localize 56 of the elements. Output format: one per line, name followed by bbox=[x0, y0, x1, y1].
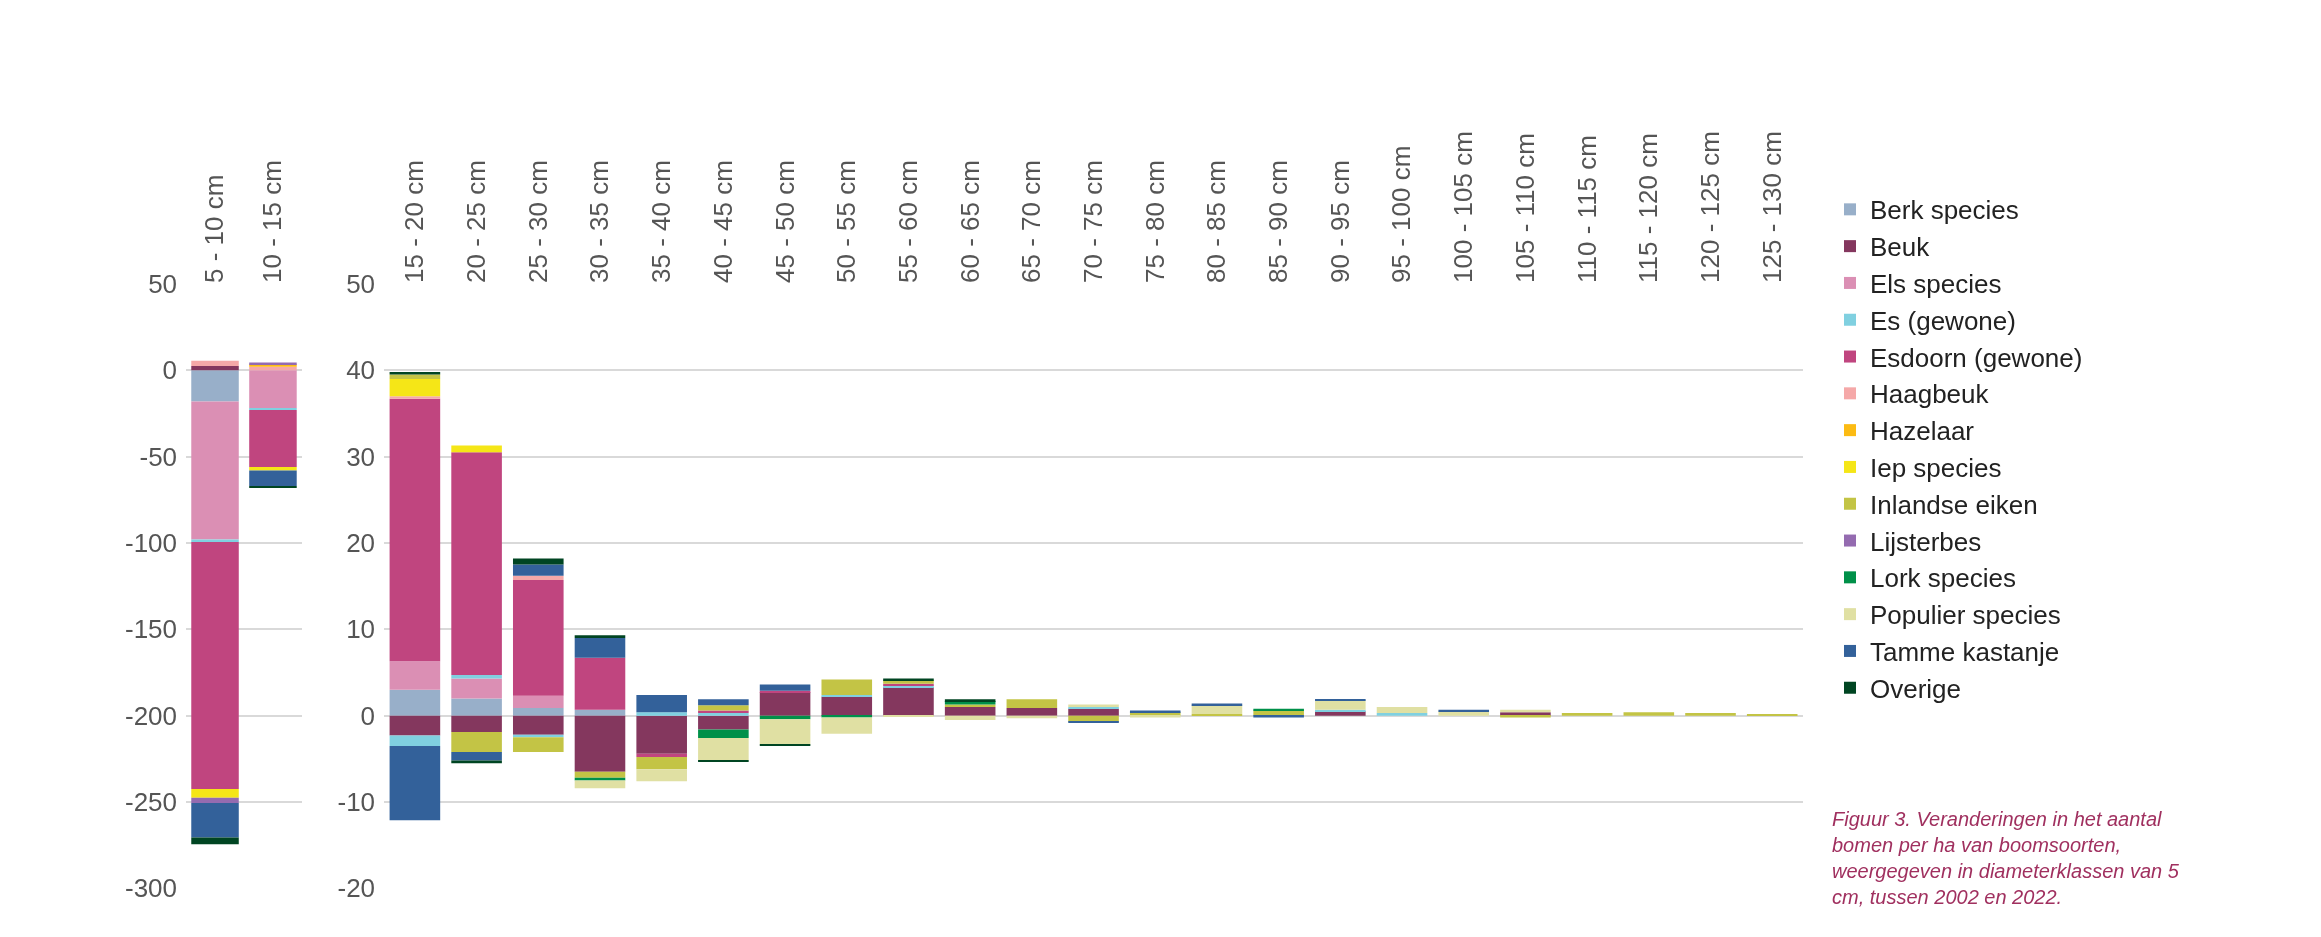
x-tick-label: 45 - 50 cm bbox=[769, 160, 800, 283]
legend-label: Overige bbox=[1869, 673, 1962, 704]
x-tick-label: 85 - 90 cm bbox=[1263, 160, 1294, 283]
x-tick-label: 105 - 110 cm bbox=[1509, 133, 1540, 283]
legend-label: Lijsterbes bbox=[1869, 526, 1982, 557]
x-tick-label: 25 - 30 cm bbox=[522, 160, 553, 283]
x-tick-label: 30 - 35 cm bbox=[584, 160, 615, 283]
legend-label: Lork species bbox=[1869, 563, 2016, 594]
x-tick-label: 65 - 70 cm bbox=[1016, 160, 1047, 283]
y-tick-label: -20 bbox=[337, 873, 376, 904]
x-tick-label: 110 - 115 cm bbox=[1571, 135, 1602, 283]
x-tick-label: 35 - 40 cm bbox=[646, 160, 677, 283]
y-tick-label: 40 bbox=[346, 355, 376, 386]
x-tick-label: 10 - 15 cm bbox=[257, 160, 288, 283]
legend-label: Inlandse eiken bbox=[1869, 489, 2038, 520]
y-tick-label: -100 bbox=[125, 528, 178, 559]
legend-label: Tamme kastanje bbox=[1869, 637, 2060, 668]
legend-label: Esdoorn (gewone) bbox=[1869, 342, 2083, 373]
y-tick-label: 30 bbox=[346, 441, 376, 472]
y-tick-label: 10 bbox=[346, 614, 376, 645]
x-tick-label: 55 - 60 cm bbox=[892, 160, 923, 283]
y-tick-label: -50 bbox=[139, 441, 178, 472]
text: Figuur 3. Veranderingen in het aantal bomen per ha van boomsoorten, weergegeven in diameterklassen van 5 cm, tussen 2002 en 2022. bbox=[1832, 808, 2180, 908]
x-tick-label: 20 - 25 cm bbox=[461, 160, 492, 283]
y-tick-label: -200 bbox=[125, 700, 178, 731]
x-tick-label: 40 - 45 cm bbox=[707, 160, 738, 283]
x-tick-label: 90 - 95 cm bbox=[1324, 160, 1355, 283]
x-tick-label: 75 - 80 cm bbox=[1139, 160, 1170, 283]
legend-label: Populier species bbox=[1869, 600, 2061, 631]
legend-label: Es (gewone) bbox=[1869, 305, 2016, 336]
x-tick-label: 115 - 120 cm bbox=[1633, 133, 1664, 283]
legend-label: Els species bbox=[1869, 269, 2002, 300]
x-tick-label: 80 - 85 cm bbox=[1201, 160, 1232, 283]
legend-label: Berk species bbox=[1869, 195, 2019, 226]
x-tick-label: 5 - 10 cm bbox=[199, 174, 230, 283]
y-tick-label: -10 bbox=[337, 787, 376, 818]
x-tick-label: 50 - 55 cm bbox=[831, 160, 862, 283]
x-tick-label: 120 - 125 cm bbox=[1694, 131, 1725, 283]
legend-label: Haagbeuk bbox=[1869, 379, 1990, 410]
x-tick-label: 95 - 100 cm bbox=[1386, 145, 1417, 283]
legend-label: Iep species bbox=[1869, 453, 2002, 484]
legend-label: Hazelaar bbox=[1869, 416, 1975, 447]
y-tick-label: 50 bbox=[148, 269, 178, 300]
y-tick-label: -150 bbox=[125, 614, 178, 645]
y-tick-label: -250 bbox=[125, 787, 178, 818]
legend-label: Beuk bbox=[1869, 232, 1931, 263]
y-tick-label: -300 bbox=[125, 873, 178, 904]
x-tick-label: 15 - 20 cm bbox=[399, 160, 430, 283]
y-tick-label: 0 bbox=[360, 700, 376, 731]
x-tick-label: 70 - 75 cm bbox=[1078, 160, 1109, 283]
x-tick-label: 100 - 105 cm bbox=[1448, 131, 1479, 283]
x-tick-label: 60 - 65 cm bbox=[954, 160, 985, 283]
y-tick-label: 0 bbox=[162, 355, 178, 386]
x-tick-label: 125 - 130 cm bbox=[1756, 131, 1787, 283]
y-tick-label: 20 bbox=[346, 528, 376, 559]
y-tick-label: 50 bbox=[346, 269, 376, 300]
